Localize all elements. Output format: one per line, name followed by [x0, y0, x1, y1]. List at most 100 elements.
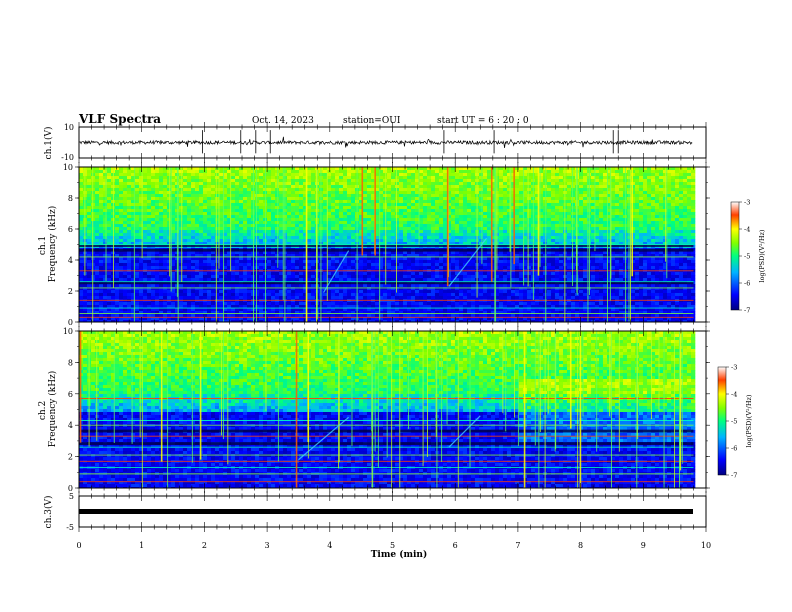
spectrogram-cell [163, 296, 168, 300]
spectrogram-cell [207, 272, 212, 276]
spectrogram-cell [267, 302, 272, 306]
spectrogram-cell [375, 293, 380, 297]
spectrogram-cell [351, 242, 356, 246]
spectrogram-cell [423, 290, 428, 294]
spectrogram-cell [187, 221, 192, 225]
spectrogram-cell [135, 188, 140, 192]
spectrogram-cell [79, 293, 84, 297]
spectrogram-cell [339, 173, 344, 177]
spectrogram-cell [123, 287, 128, 291]
spectrogram-cell [207, 320, 212, 322]
spectrogram-cell [99, 296, 104, 300]
spectrogram-cell [131, 317, 136, 321]
spectrogram-cell [215, 242, 220, 246]
spectrogram-cell [335, 197, 340, 201]
spectrogram-cell [395, 242, 400, 246]
spectrogram-cell [367, 188, 372, 192]
spectrogram-cell [203, 230, 208, 234]
spectrogram-cell [191, 203, 196, 207]
spectrogram-cell [387, 311, 392, 315]
spectrogram-cell [119, 260, 124, 264]
spectrogram-cell [155, 233, 160, 237]
spectrogram-cell [155, 254, 160, 258]
spectrogram-cell [335, 242, 340, 246]
spectrogram-cell [191, 236, 196, 240]
spectrogram-cell [299, 188, 304, 192]
spectrogram-cell [311, 185, 316, 189]
spectrogram-cell [123, 242, 128, 246]
spectrogram-cell [199, 197, 204, 201]
spectrogram-cell [347, 290, 352, 294]
spectrogram-cell [99, 209, 104, 213]
spectrogram-cell [99, 302, 104, 306]
spectrogram-cell [235, 209, 240, 213]
spectrogram-cell [155, 188, 160, 192]
spectrogram-cell [159, 224, 164, 228]
spectrogram-cell [231, 311, 236, 315]
spectrogram-cell [239, 290, 244, 294]
spectrogram-cell [351, 275, 356, 279]
spectrogram-cell [183, 239, 188, 243]
spectrogram-cell [375, 194, 380, 198]
spectrogram-cell [387, 224, 392, 228]
spectrogram-cell [307, 170, 312, 174]
spectrogram-cell [407, 242, 412, 246]
spectrogram-cell [367, 278, 372, 282]
spectrogram-cell [111, 296, 116, 300]
spectrogram-cell [219, 185, 224, 189]
spectrogram-cell [383, 197, 388, 201]
spectrogram-cell [115, 203, 120, 207]
spectrogram-cell [103, 167, 108, 171]
spectrogram-cell [311, 287, 316, 291]
spectrogram-cell [439, 311, 444, 315]
spectrogram-cell [311, 266, 316, 270]
spectrogram-cell [347, 311, 352, 315]
spectrogram-cell [203, 212, 208, 216]
spectrogram-cell [343, 218, 348, 222]
spectrogram-cell [391, 194, 396, 198]
spectrogram-cell [171, 305, 176, 309]
spectrogram-cell [183, 278, 188, 282]
spectrogram-cell [167, 278, 172, 282]
spectrogram-cell [139, 206, 144, 210]
spectrogram-cell [291, 320, 296, 322]
spectrogram-cell [151, 236, 156, 240]
spectrogram-cell [235, 215, 240, 219]
spectrogram-cell [347, 170, 352, 174]
spectrogram-cell [363, 296, 368, 300]
spectrogram-cell [163, 317, 168, 321]
spectrogram-cell [139, 224, 144, 228]
spectrogram-cell [195, 200, 200, 204]
spectrogram-cell [291, 167, 296, 171]
spectrogram-cell [87, 311, 92, 315]
spectrogram-cell [343, 293, 348, 297]
spectrogram-cell [255, 275, 260, 279]
spectrogram-cell [127, 191, 132, 195]
spectrogram-cell [375, 263, 380, 267]
spectrogram-cell [187, 218, 192, 222]
spectrogram-cell [403, 251, 408, 255]
spectrogram-cell [131, 182, 136, 186]
spectrogram-cell [387, 320, 392, 322]
spectrogram-cell [183, 272, 188, 276]
spectrogram-cell [171, 170, 176, 174]
spectrogram-cell [367, 296, 372, 300]
spectrogram-cell [363, 173, 368, 177]
spectrogram-cell [303, 305, 308, 309]
spectrogram-cell [411, 173, 416, 177]
spectrogram-cell [87, 293, 92, 297]
spectrogram-cell [147, 191, 152, 195]
spectrogram-cell [151, 284, 156, 288]
spectrogram-cell [131, 218, 136, 222]
spectrogram-cell [143, 266, 148, 270]
spectrogram-cell [163, 203, 168, 207]
spectrogram-cell [187, 236, 192, 240]
spectrogram-cell [427, 230, 432, 234]
spectrogram-cell [415, 287, 420, 291]
spectrogram-cell [387, 191, 392, 195]
spectrogram-cell [287, 278, 292, 282]
spectrogram-cell [231, 188, 236, 192]
spectrogram-cell [239, 176, 244, 180]
spectrogram-cell [299, 191, 304, 195]
spectrogram-cell [255, 236, 260, 240]
